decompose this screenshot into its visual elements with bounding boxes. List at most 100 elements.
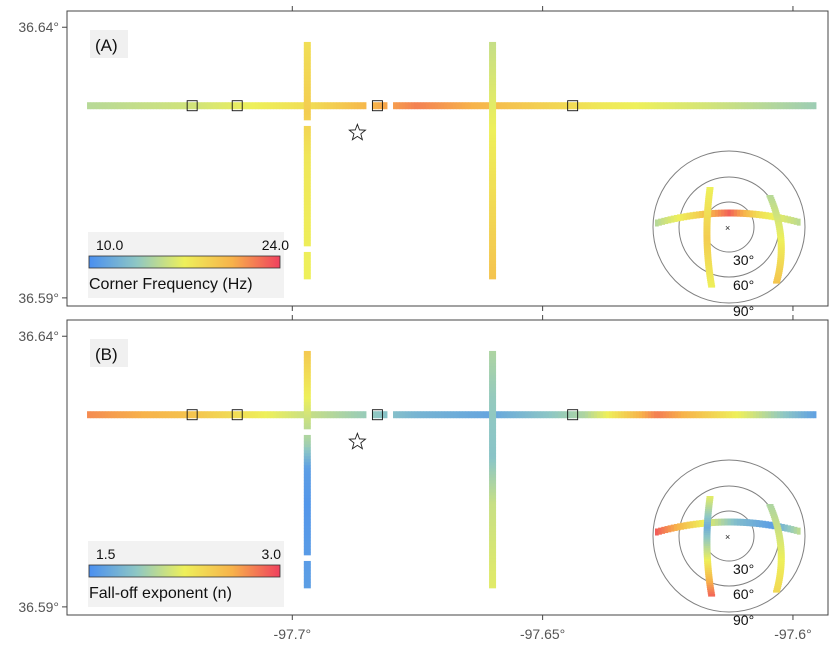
trace-segment [303, 548, 311, 553]
polar-segment [777, 548, 785, 551]
polar-segment [673, 214, 678, 222]
polar-segment [775, 578, 783, 582]
trace-segment [660, 102, 664, 110]
trace-segment [396, 411, 400, 419]
trace-segment [303, 191, 311, 196]
trace-segment [303, 455, 311, 460]
polar-segment [703, 546, 711, 549]
polar-segment [774, 528, 782, 532]
polar-segment [704, 210, 712, 214]
trace-segment [489, 581, 497, 586]
polar-segment [721, 518, 725, 526]
trace-segment [138, 411, 142, 419]
trace-segment [681, 102, 685, 110]
trace-segment [303, 518, 311, 523]
polar-segment [770, 513, 778, 517]
trace-segment [303, 515, 311, 520]
trace-segment [489, 185, 497, 190]
polar-segment [768, 509, 776, 513]
polar-segment [706, 496, 714, 499]
polar-segment [705, 578, 713, 582]
polar-segment [740, 209, 744, 217]
trace-segment [639, 102, 643, 110]
trace-segment [489, 263, 497, 268]
trace-segment [645, 411, 649, 419]
trace-segment [303, 578, 311, 583]
trace-segment [738, 102, 742, 110]
trace-segment [303, 479, 311, 484]
trace-segment [759, 411, 763, 419]
trace-segment [489, 524, 497, 529]
trace-segment [165, 102, 169, 110]
trace-segment [258, 411, 262, 419]
polar-segment [777, 569, 785, 572]
trace-segment [489, 50, 497, 55]
trace-segment [303, 125, 311, 130]
polar-segment [703, 230, 711, 234]
trace-segment [303, 77, 311, 82]
trace-segment [456, 411, 460, 419]
trace-segment [489, 377, 497, 382]
trace-segment [303, 509, 311, 514]
trace-segment [303, 392, 311, 397]
polar-segment [683, 213, 688, 221]
trace-segment [783, 102, 787, 110]
trace-segment [303, 101, 311, 106]
polar-segment [776, 572, 784, 576]
trace-segment [546, 411, 550, 419]
trace-segment [303, 503, 311, 508]
trace-segment [564, 411, 568, 419]
trace-segment [174, 411, 178, 419]
trace-segment [189, 411, 193, 419]
trace-segment [726, 102, 730, 110]
trace-segment [303, 404, 311, 409]
polar-segment [703, 524, 711, 528]
polar-segment [767, 505, 775, 509]
trace-segment [285, 102, 289, 110]
trace-segment [711, 411, 715, 419]
trace-segment [255, 411, 259, 419]
trace-segment [489, 173, 497, 178]
trace-segment [501, 102, 505, 110]
trace-segment [303, 356, 311, 361]
trace-segment [489, 503, 497, 508]
polar-segment [704, 252, 712, 255]
polar-segment [705, 572, 713, 575]
trace-ns-2 [489, 41, 497, 280]
trace-segment [561, 411, 565, 419]
trace-segment [375, 411, 379, 419]
polar-segment [704, 513, 712, 517]
trace-segment [168, 411, 172, 419]
trace-segment [489, 227, 497, 232]
trace-segment [510, 411, 514, 419]
polar-segment [768, 521, 773, 529]
trace-segment [489, 533, 497, 538]
trace-segment [243, 102, 247, 110]
x-axis-labels: -97.7° -97.65° -97.6° [274, 626, 812, 642]
polar-segment [777, 565, 785, 568]
polar-segment [703, 232, 711, 236]
trace-segment [489, 86, 497, 91]
trace-segment [426, 102, 430, 110]
trace-segment [123, 102, 127, 110]
trace-segment [489, 557, 497, 562]
trace-segment [633, 102, 637, 110]
polar-arc-0 [655, 518, 801, 536]
trace-segment [672, 102, 676, 110]
trace-segment [486, 102, 490, 110]
polar-segment [724, 209, 729, 217]
station-marker [231, 100, 243, 112]
polar-segment [704, 258, 712, 262]
trace-segment [642, 102, 646, 110]
trace-segment [489, 494, 497, 499]
trace-segment [801, 411, 805, 419]
polar-segment [775, 580, 783, 584]
polar-center-mark: × [725, 532, 730, 542]
trace-segment [459, 411, 463, 419]
trace-segment [498, 411, 502, 419]
trace-segment [489, 128, 497, 133]
polar-segment [680, 522, 684, 530]
polar-segment [775, 532, 783, 536]
trace-segment [354, 102, 358, 110]
polar-segment [777, 252, 785, 255]
